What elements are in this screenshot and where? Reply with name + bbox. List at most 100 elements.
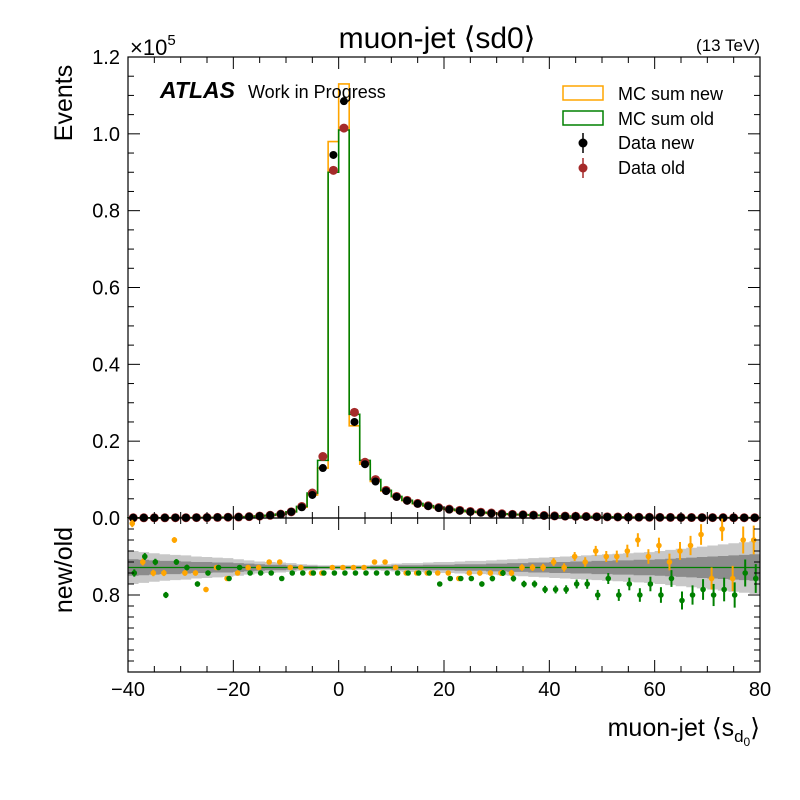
data-new-point [645, 513, 654, 522]
data-new-point [550, 512, 559, 521]
data-old-point [328, 165, 338, 175]
legend-marker-data-new [578, 138, 588, 148]
data-new-point [508, 510, 517, 519]
ratio-mc-point [234, 570, 241, 576]
data-new-point [245, 512, 254, 521]
ratio-mc-point [382, 559, 388, 565]
ratio-mc-point [182, 570, 188, 576]
ratio-mc-point [750, 537, 757, 543]
ratio-mc-point [687, 542, 694, 549]
data-new-point [487, 509, 496, 518]
ratio-data-point [373, 570, 380, 576]
data-new-point [350, 417, 359, 426]
ratio-data-point [163, 592, 169, 598]
ratio-data-point [152, 559, 159, 565]
main-axes-layer: 0.0 0.2 0.4 0.6 0.8 1.0 1.2 [92, 47, 761, 530]
x-axis-label-sub: d [734, 727, 743, 746]
ratio-mc-point [624, 548, 631, 554]
data-new-point [308, 490, 317, 499]
experiment-sublabel: Work in Progress [248, 82, 386, 102]
data-new-point [234, 513, 243, 522]
ratio-data-point [721, 586, 727, 593]
ratio-panel: −40 −20 0 20 40 60 80 0.8 new/old [50, 517, 771, 701]
ratio-data-point [278, 575, 285, 582]
data-new-point [266, 511, 275, 520]
x-axis-label-prefix: muon-jet ⟨s [608, 714, 734, 742]
ratio-data-point [689, 592, 696, 598]
ratio-data-point [331, 570, 338, 576]
data-new-point [529, 511, 538, 520]
data-new-point [634, 513, 643, 522]
data-new-point [392, 492, 401, 501]
data-new-point [613, 513, 622, 522]
ratio-mc-point [708, 575, 715, 582]
x-axis-label-subsub: 0 [744, 735, 751, 749]
ratio-data-point [426, 570, 433, 576]
experiment-label: ATLAS [159, 77, 236, 103]
ratio-mc-point [719, 526, 725, 532]
ratio-mc-point [508, 570, 515, 576]
ratio-mc-point [140, 559, 146, 565]
ratio-data-point [679, 597, 685, 604]
ratio-data-point [405, 570, 411, 576]
ratio-data-point [573, 581, 580, 587]
x-axis-label-suffix: ⟩ [750, 714, 760, 742]
ratio-mc-point [635, 537, 641, 543]
ratio-data-point [236, 564, 243, 571]
x-tick-label: 80 [749, 679, 771, 701]
ratio-data-point [436, 581, 443, 587]
x-tick-label: −20 [216, 679, 250, 701]
data-new-point [445, 505, 454, 514]
ratio-mc-point [361, 564, 367, 571]
ratio-data-point [616, 592, 622, 598]
ratio-data-point [710, 592, 717, 598]
data-new-point [476, 508, 485, 517]
ratio-mc-point [698, 531, 704, 538]
ratio-mc-point [645, 553, 652, 560]
ratio-mc-point [287, 564, 294, 571]
ratio-mc-point [529, 564, 536, 571]
main-panel: 0.0 0.2 0.4 0.6 0.8 1.0 1.2 ×105 muon-jet ⟨sd0… [50, 22, 761, 530]
chart-title: muon-jet ⟨sd0⟩ [339, 22, 536, 55]
ratio-mc-point [255, 564, 262, 571]
data-new-point [224, 513, 233, 522]
x-tick-label: 60 [644, 679, 666, 701]
data-new-point [434, 504, 443, 513]
ratio-data-point [752, 575, 759, 582]
data-old-point [339, 123, 349, 133]
ratio-data-point [310, 570, 317, 576]
ratio-mc-point [571, 553, 578, 560]
ratio-data-point [637, 592, 643, 598]
ratio-mc-point [677, 548, 683, 554]
ratio-data-point [384, 570, 390, 576]
ratio-mc-point [445, 570, 452, 576]
data-new-point [339, 97, 348, 106]
ratio-mc-point [582, 559, 588, 565]
ratio-data-point [552, 586, 559, 593]
data-new-point [455, 506, 464, 515]
ratio-mc-point [603, 553, 610, 560]
ratio-data-point [205, 570, 211, 576]
ratio-data-point [742, 570, 748, 576]
ratio-data-point [500, 570, 506, 576]
ratio-mc-point [171, 537, 178, 543]
ratio-mc-point [434, 570, 441, 576]
ratio-mc-point [245, 564, 251, 571]
ratio-data-point [173, 559, 180, 565]
ratio-data-point [542, 586, 548, 593]
ratio-mc-point [276, 559, 283, 565]
data-new-point [413, 499, 422, 508]
ratio-data-point [584, 581, 590, 587]
ratio-data-point [352, 570, 359, 576]
legend-label-mc-new: MC sum new [618, 84, 724, 104]
ratio-y-axis-label: new/old [50, 527, 78, 613]
data-new-point [318, 464, 327, 473]
data-new-point [561, 512, 570, 521]
ratio-data-point [257, 570, 264, 576]
ratio-mc-point [666, 559, 673, 565]
ratio-data-point [226, 575, 232, 582]
ratio-data-point [300, 570, 306, 576]
data-new-point [466, 507, 475, 516]
ratio-mc-point [592, 548, 599, 554]
ratio-mc-point [740, 537, 746, 543]
